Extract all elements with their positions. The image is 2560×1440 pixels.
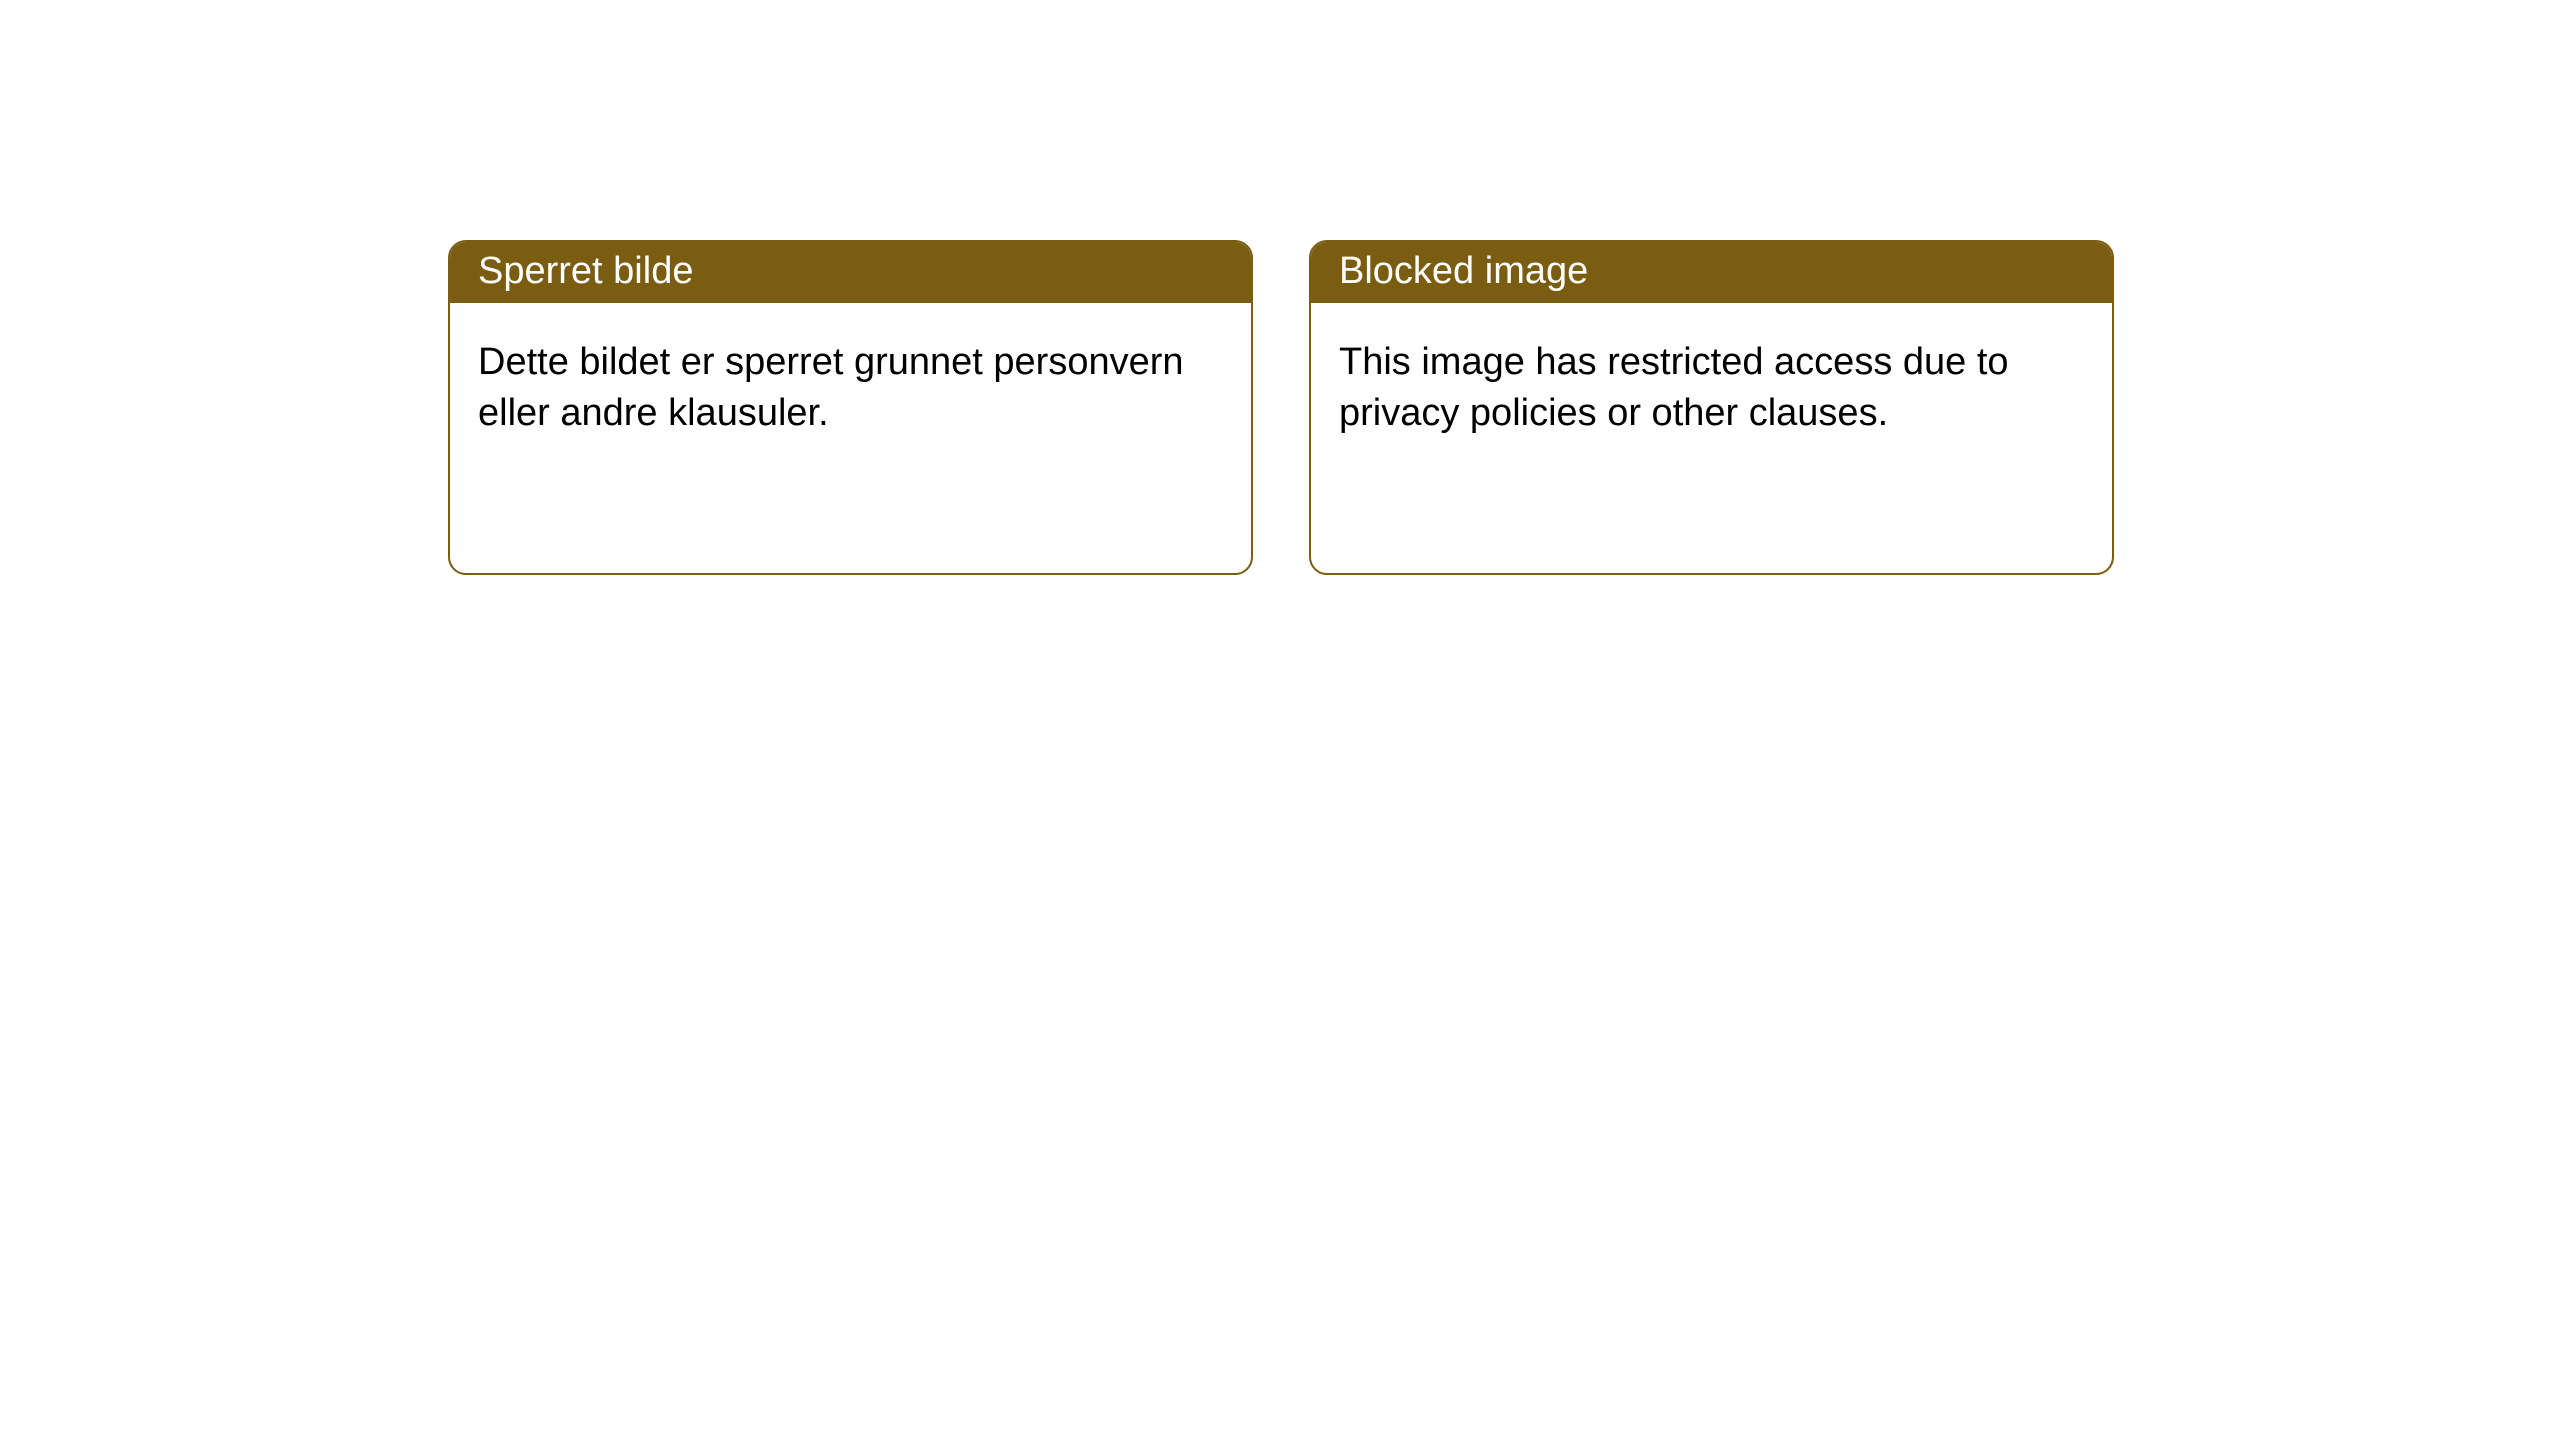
- card-title: Sperret bilde: [478, 250, 693, 292]
- blocked-image-card-no: Sperret bilde Dette bildet er sperret gr…: [448, 240, 1253, 575]
- card-header: Sperret bilde: [450, 242, 1251, 303]
- notice-container: Sperret bilde Dette bildet er sperret gr…: [0, 0, 2560, 575]
- card-body: Dette bildet er sperret grunnet personve…: [450, 303, 1251, 468]
- card-header: Blocked image: [1311, 242, 2112, 303]
- card-body-text: Dette bildet er sperret grunnet personve…: [478, 341, 1184, 434]
- card-title: Blocked image: [1339, 250, 1588, 292]
- card-body: This image has restricted access due to …: [1311, 303, 2112, 468]
- blocked-image-card-en: Blocked image This image has restricted …: [1309, 240, 2114, 575]
- card-body-text: This image has restricted access due to …: [1339, 341, 2009, 434]
